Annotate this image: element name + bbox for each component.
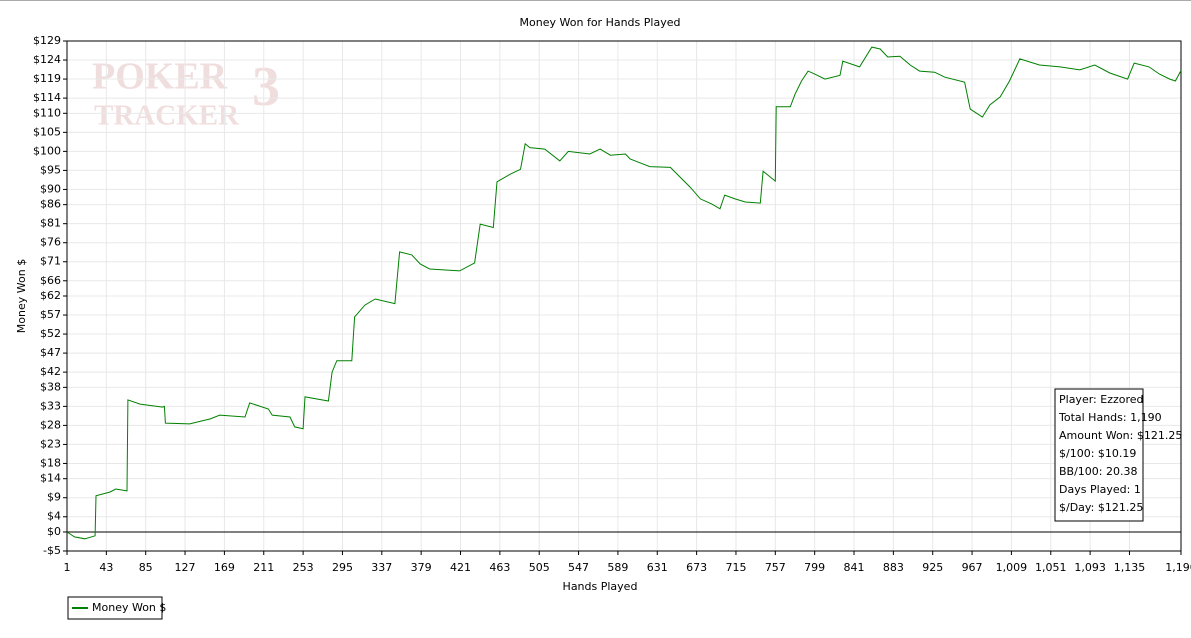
x-tick-label: 631 (647, 561, 668, 574)
y-tick-label: $114 (33, 91, 61, 104)
y-tick-label: $76 (40, 236, 61, 249)
y-tick-label: -$5 (43, 544, 61, 557)
y-tick-label: $129 (33, 34, 61, 47)
y-tick-label: $33 (40, 399, 61, 412)
x-tick-label: 85 (139, 561, 153, 574)
x-tick-label: 1,093 (1074, 561, 1106, 574)
y-tick-label: $9 (47, 491, 61, 504)
info-text: Amount Won: $121.25 (1059, 429, 1182, 442)
x-tick-label: 925 (922, 561, 943, 574)
y-tick-label: $90 (40, 182, 61, 195)
y-tick-label: $42 (40, 365, 61, 378)
y-tick-label: $4 (47, 510, 61, 523)
x-tick-label: 1 (64, 561, 71, 574)
y-tick-label: $105 (33, 125, 61, 138)
y-tick-label: $71 (40, 255, 61, 268)
x-tick-label: 673 (686, 561, 707, 574)
x-tick-label: 1,190 (1165, 561, 1191, 574)
info-text: Total Hands: 1,190 (1058, 411, 1162, 424)
info-box (1054, 388, 1144, 522)
x-tick-label: 547 (568, 561, 589, 574)
x-tick-label: 505 (529, 561, 550, 574)
y-tick-label: $23 (40, 437, 61, 450)
legend-box (67, 596, 163, 620)
y-tick-label: $47 (40, 346, 61, 359)
x-tick-label: 1,009 (996, 561, 1028, 574)
line (66, 46, 1182, 540)
y-tick-label: $86 (40, 198, 61, 211)
y-tick-label: $28 (40, 418, 61, 431)
plot-frame (66, 40, 1182, 552)
x-tick-label: 421 (450, 561, 471, 574)
y-axis-label: Money Won $ (15, 259, 28, 333)
info-text: $/100: $10.19 (1059, 447, 1136, 460)
info-text: BB/100: 20.38 (1059, 465, 1138, 478)
y-tick-label: $52 (40, 327, 61, 340)
x-tick-label: 715 (725, 561, 746, 574)
y-tick-label: $110 (33, 106, 61, 119)
x-tick-label: 967 (962, 561, 983, 574)
x-tick-label: 169 (214, 561, 235, 574)
y-tick-label: $81 (40, 217, 61, 230)
info-text: $/Day: $121.25 (1059, 501, 1143, 514)
x-tick-label: 1,135 (1114, 561, 1146, 574)
y-tick-label: $14 (40, 472, 61, 485)
x-tick-label: 1,051 (1035, 561, 1067, 574)
watermark: POKER (92, 56, 228, 98)
y-tick-label: $38 (40, 380, 61, 393)
info-text: Days Played: 1 (1059, 483, 1141, 496)
x-tick-label: 211 (253, 561, 274, 574)
y-tick-label: $119 (33, 72, 61, 85)
x-tick-label: 253 (293, 561, 314, 574)
x-tick-label: 295 (332, 561, 353, 574)
y-tick-label: $57 (40, 308, 61, 321)
x-tick-label: 883 (883, 561, 904, 574)
x-tick-label: 757 (765, 561, 786, 574)
watermark: TRACKER (94, 100, 240, 132)
x-tick-label: 841 (844, 561, 865, 574)
y-tick-label: $18 (40, 456, 61, 469)
y-tick-label: $66 (40, 274, 61, 287)
x-tick-label: 337 (371, 561, 392, 574)
info-text: Player: Ezzored (1059, 393, 1144, 406)
x-axis-label: Hands Played (563, 580, 638, 593)
y-tick-label: $100 (33, 144, 61, 157)
x-tick-label: 43 (99, 561, 113, 574)
y-tick-label: $95 (40, 163, 61, 176)
x-tick-label: 799 (804, 561, 825, 574)
y-tick-label: $124 (33, 53, 61, 66)
x-tick-label: 127 (175, 561, 196, 574)
y-tick-label: $62 (40, 289, 61, 302)
x-tick-label: 463 (489, 561, 510, 574)
y-tick-label: $0 (47, 525, 61, 538)
x-tick-label: 589 (607, 561, 628, 574)
chart-title: Money Won for Hands Played (520, 16, 681, 29)
legend-label: Money Won $ (92, 601, 166, 614)
watermark: 3 (252, 56, 280, 118)
x-tick-label: 379 (411, 561, 432, 574)
